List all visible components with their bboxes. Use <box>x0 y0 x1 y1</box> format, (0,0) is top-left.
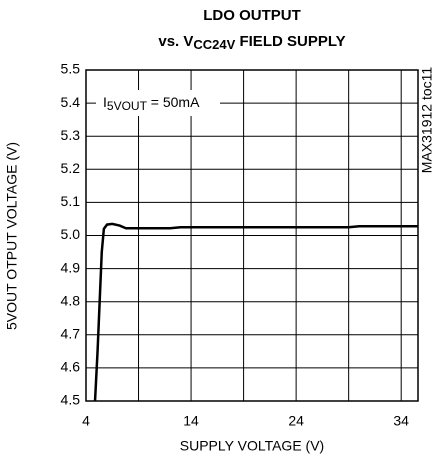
annotation-part: I <box>103 94 107 110</box>
annotation: I5VOUT = 50mA <box>103 94 200 113</box>
y-tick-label: 4.8 <box>61 292 81 308</box>
side-label: MAX31912 toc11 <box>419 67 435 174</box>
y-tick-label: 5.1 <box>61 193 81 209</box>
y-axis-label: 5VOUT OTPUT VOLTAGE (V) <box>4 142 20 330</box>
annotation-part: = 50mA <box>147 94 200 110</box>
chart-subtitle: vs. VCC24V FIELD SUPPLY <box>158 33 345 52</box>
y-tick-label: 4.9 <box>61 259 81 275</box>
y-tick-label: 5.5 <box>61 61 81 77</box>
y-tick-label: 5.3 <box>61 127 81 143</box>
plot-frame <box>85 69 419 402</box>
y-tick-label: 5.2 <box>61 160 81 176</box>
annotation-part: 5VOUT <box>107 99 148 113</box>
side-label-bg <box>419 70 435 170</box>
chart-title: LDO OUTPUT <box>203 7 301 24</box>
y-tick-label: 4.6 <box>61 359 81 375</box>
x-tick-label: 4 <box>82 413 90 429</box>
y-tick-label: 4.5 <box>61 392 81 408</box>
y-tick-label: 4.7 <box>61 326 81 342</box>
y-tick-label: 5.4 <box>61 94 81 110</box>
annotation-bg <box>96 90 220 116</box>
x-tick-label: 24 <box>288 413 304 429</box>
x-tick-label: 34 <box>393 413 409 429</box>
y-tick-label: 5.0 <box>61 226 81 242</box>
x-axis-label: SUPPLY VOLTAGE (V) <box>180 438 324 454</box>
x-tick-label: 14 <box>183 413 199 429</box>
data-line <box>93 222 418 402</box>
